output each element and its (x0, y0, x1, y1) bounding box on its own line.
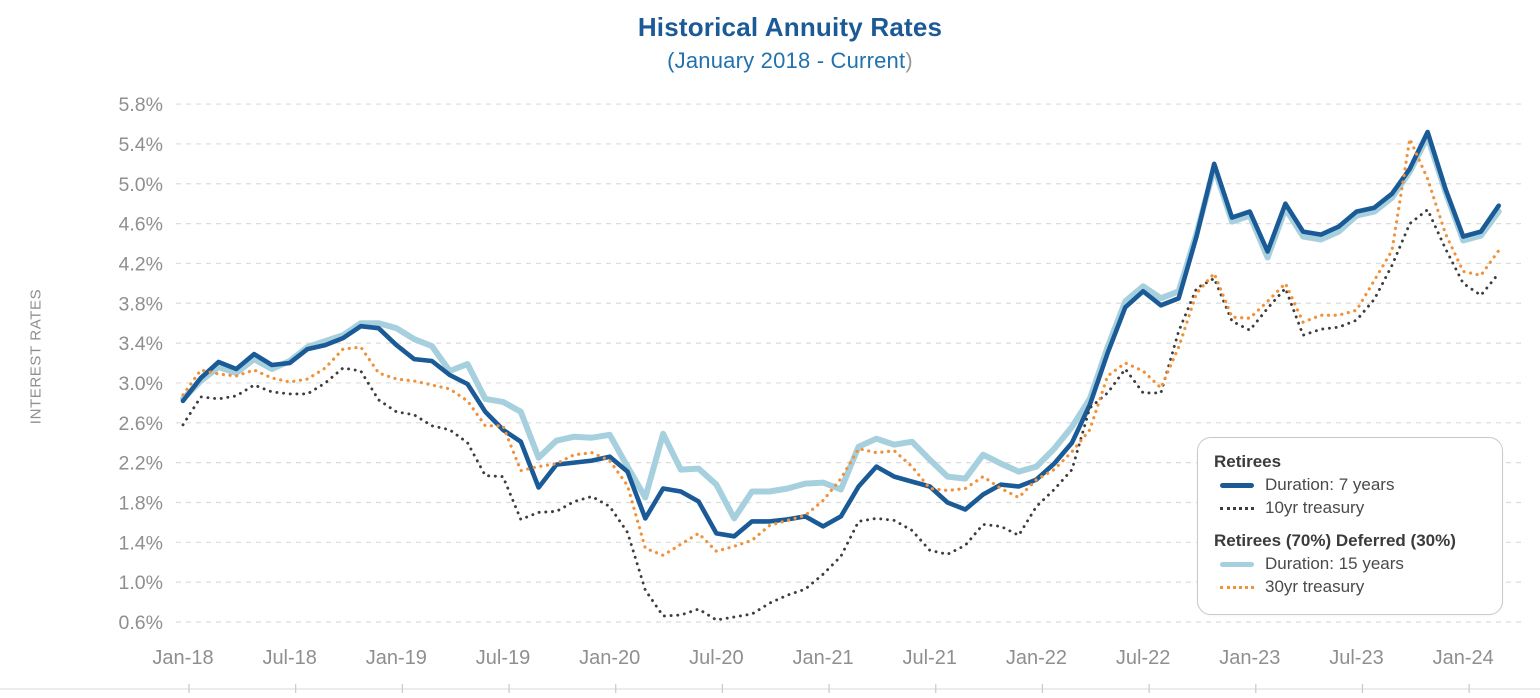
y-tick-label: 3.4% (119, 333, 163, 355)
y-tick-label: 3.8% (119, 293, 163, 315)
x-tick-label: Jul-21 (903, 647, 957, 669)
x-tick-label: Jul-18 (262, 647, 316, 669)
x-tick-label: Jan-23 (1219, 647, 1280, 669)
x-tick-label: Jan-20 (579, 647, 640, 669)
x-tick-label: Jul-20 (689, 647, 743, 669)
x-tick-label: Jan-24 (1433, 647, 1494, 669)
legend-item-label: 10yr treasury (1265, 498, 1365, 517)
legend-item-duration-7-years: Duration: 7 years (1214, 475, 1486, 495)
x-tick-label: Jul-22 (1116, 647, 1170, 669)
y-tick-label: 1.8% (119, 492, 163, 514)
series-line-duration-7-years (180, 129, 1501, 539)
legend-item-label: 30yr treasury (1265, 577, 1365, 596)
x-tick-label: Jan-18 (152, 647, 213, 669)
y-tick-label: 5.0% (119, 174, 163, 196)
y-tick-label: 0.6% (119, 612, 163, 634)
solid-dark-blue-line-swatch (1220, 482, 1254, 488)
dotted-black-line-swatch (1220, 506, 1254, 510)
y-tick-label: 5.8% (119, 94, 163, 116)
x-tick-label: Jan-22 (1006, 647, 1067, 669)
legend-item-label: Duration: 7 years (1265, 475, 1395, 494)
x-tick-label: Jan-19 (366, 647, 427, 669)
solid-light-blue-line-swatch (1220, 561, 1254, 567)
series-line-30yr-treasury (181, 137, 1501, 557)
y-tick-label: 5.4% (119, 134, 163, 156)
legend-item-duration-15-years: Duration: 15 years (1214, 554, 1486, 574)
x-tick-label: Jul-23 (1329, 647, 1383, 669)
y-tick-label: 3.0% (119, 373, 163, 395)
x-tick-label: Jul-19 (476, 647, 530, 669)
y-tick-label: 2.6% (119, 413, 163, 435)
y-tick-label: 4.6% (119, 214, 163, 236)
series-line-10yr-treasury (181, 208, 1501, 622)
legend-group-title-retirees: Retirees (1214, 452, 1282, 471)
dotted-orange-line-swatch (1220, 585, 1254, 589)
legend-group-title-retirees-deferred: Retirees (70%) Deferred (30%) (1214, 531, 1456, 550)
legend: Retirees Duration: 7 years 10yr treasury… (1197, 437, 1503, 615)
legend-item-30yr-treasury: 30yr treasury (1214, 577, 1486, 597)
legend-item-10yr-treasury: 10yr treasury (1214, 498, 1486, 518)
y-tick-label: 2.2% (119, 453, 163, 475)
y-tick-label: 1.4% (119, 532, 163, 554)
y-tick-label: 1.0% (119, 572, 163, 594)
y-tick-label: 4.2% (119, 253, 163, 275)
y-axis-title: INTEREST RATES (27, 288, 45, 425)
x-tick-label: Jan-21 (793, 647, 854, 669)
legend-item-label: Duration: 15 years (1265, 554, 1404, 573)
